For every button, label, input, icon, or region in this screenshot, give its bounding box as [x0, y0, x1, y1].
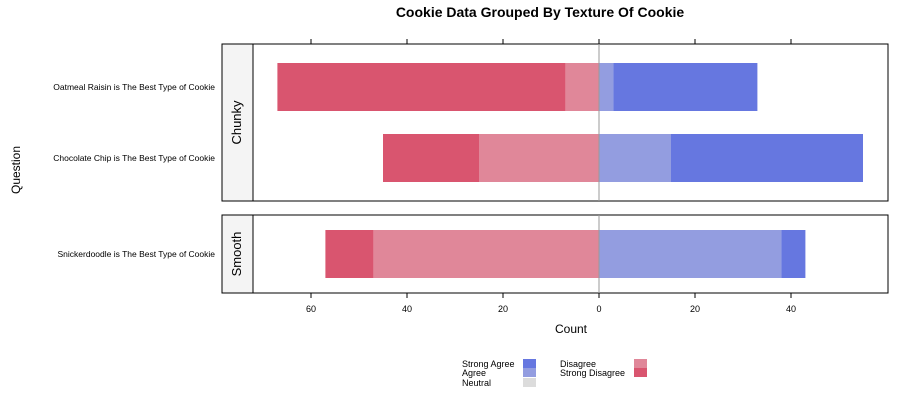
- bar-strong-agree: [781, 230, 806, 278]
- panel-label: Smooth: [229, 232, 244, 277]
- bar-strong-agree: [613, 63, 758, 111]
- bar-strong-disagree: [277, 63, 566, 111]
- row-label: Snickerdoodle is The Best Type of Cookie: [58, 249, 216, 259]
- panel-strip-chunky: [221, 43, 254, 202]
- legend-swatch: [634, 359, 647, 368]
- x-tick-label: 60: [306, 304, 316, 314]
- bar-disagree: [479, 134, 599, 182]
- legend-swatch: [523, 378, 536, 387]
- row-label: Oatmeal Raisin is The Best Type of Cooki…: [53, 82, 215, 92]
- legend-swatch: [634, 368, 647, 377]
- bar-agree: [599, 134, 671, 182]
- bar-disagree: [565, 63, 599, 111]
- y-axis-label: Question: [9, 146, 23, 194]
- legend-swatch: [523, 368, 536, 377]
- bar-agree: [599, 63, 614, 111]
- chart-title: Cookie Data Grouped By Texture Of Cookie: [396, 4, 685, 20]
- bar-strong-disagree: [325, 230, 374, 278]
- legend-label: Disagree: [560, 359, 596, 369]
- x-tick-label: 0: [596, 304, 601, 314]
- panel-frame: [252, 214, 889, 294]
- bar-agree: [599, 230, 782, 278]
- bar-disagree: [373, 230, 599, 278]
- x-tick-label: 40: [786, 304, 796, 314]
- legend-label: Strong Agree: [462, 359, 515, 369]
- row-label: Chocolate Chip is The Best Type of Cooki…: [53, 153, 215, 163]
- legend-label: Agree: [462, 368, 486, 378]
- legend-label: Strong Disagree: [560, 368, 625, 378]
- panel-frame: [252, 43, 889, 202]
- x-tick-label: 40: [402, 304, 412, 314]
- plot-area: 60 40 20 0 20 40 Chunky Oatmeal Raisin is The B…: [53, 39, 889, 314]
- panel-strip-smooth: [221, 214, 254, 294]
- bar-strong-disagree: [383, 134, 479, 182]
- legend-label: Neutral: [462, 378, 491, 388]
- panel-label: Chunky: [229, 100, 244, 145]
- x-tick-label: 20: [498, 304, 508, 314]
- legend-swatch: [523, 359, 536, 368]
- x-axis-label: Count: [555, 322, 588, 336]
- bar-strong-agree: [671, 134, 863, 182]
- x-tick-label: 20: [690, 304, 700, 314]
